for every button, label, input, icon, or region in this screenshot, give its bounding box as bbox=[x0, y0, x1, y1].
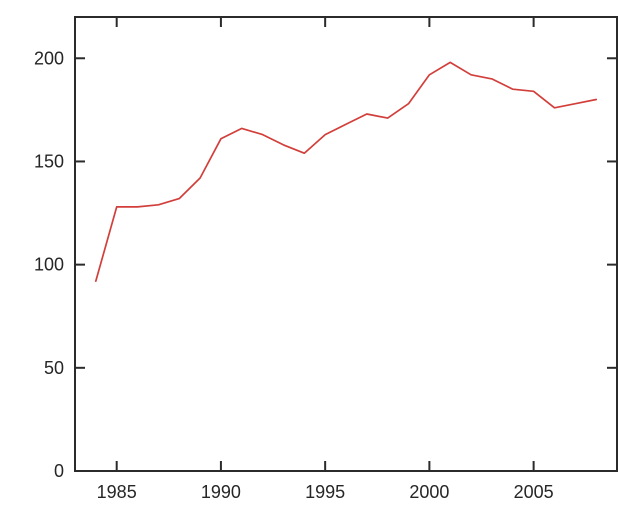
x-tick-label: 1990 bbox=[201, 482, 241, 502]
data-line-red-line bbox=[94, 61, 598, 282]
y-tick-label: 0 bbox=[54, 461, 64, 481]
x-tick-label: 1985 bbox=[97, 482, 137, 502]
x-tick-label: 1995 bbox=[305, 482, 345, 502]
x-tick-label: 2000 bbox=[409, 482, 449, 502]
y-tick-label: 100 bbox=[34, 255, 64, 275]
x-tick-label: 2005 bbox=[514, 482, 554, 502]
y-tick-label: 50 bbox=[44, 358, 64, 378]
plot-border bbox=[74, 16, 618, 472]
y-tick-label: 150 bbox=[34, 151, 64, 171]
y-tick-label: 200 bbox=[34, 48, 64, 68]
